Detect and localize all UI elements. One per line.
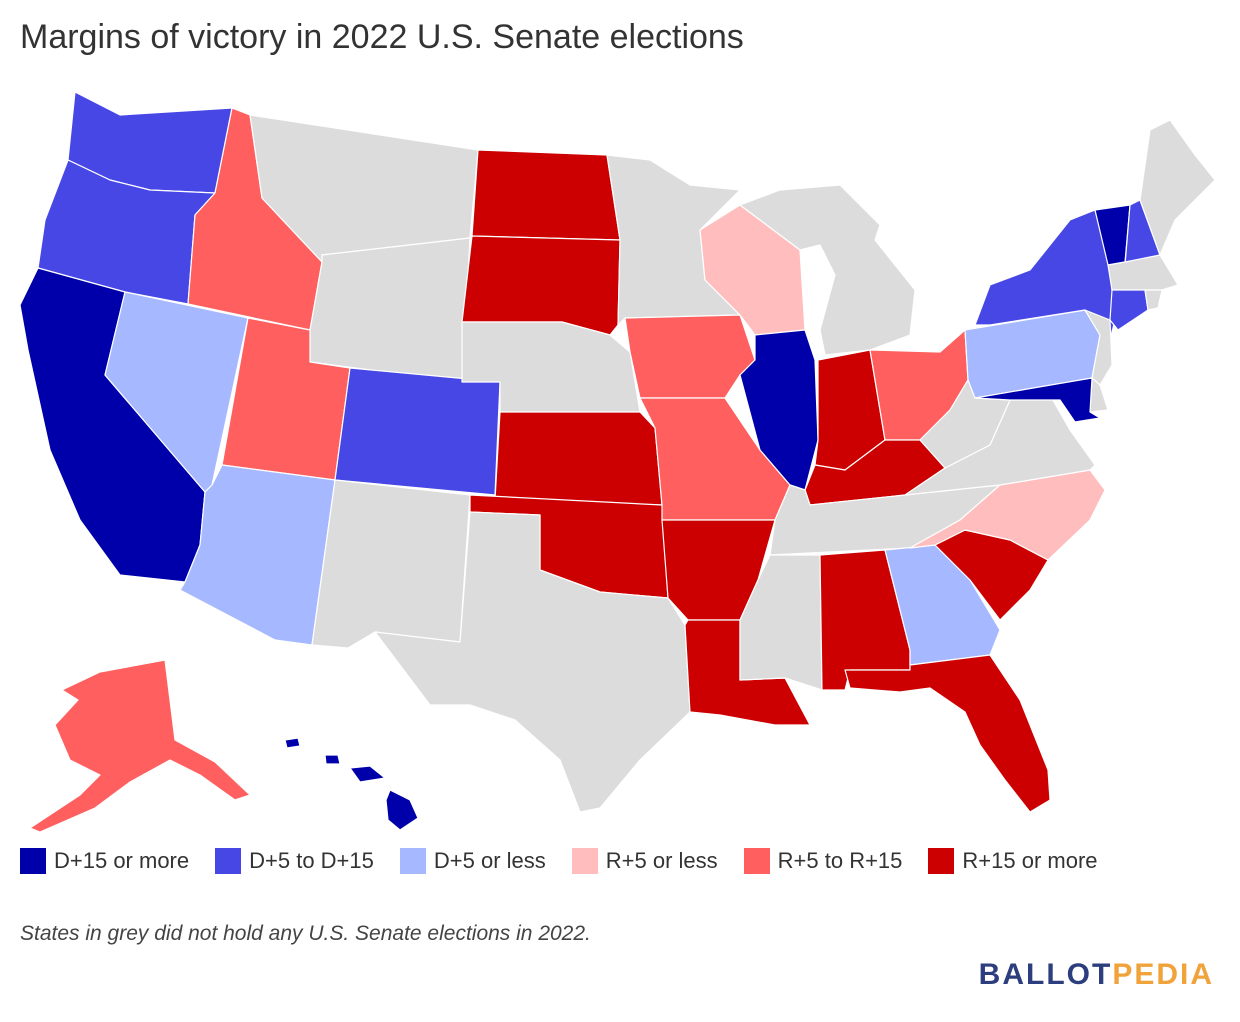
legend-label: R+5 or less <box>605 848 718 873</box>
state-florida <box>844 654 1051 813</box>
legend: D+15 or more D+5 to D+15 D+5 or less R+5… <box>20 848 1124 874</box>
legend-swatch <box>928 848 955 874</box>
legend-swatch <box>743 848 770 874</box>
legend-swatch <box>20 848 46 874</box>
logo-part-1: BALLOT <box>978 958 1113 991</box>
legend-label: R+5 to R+15 <box>777 848 903 873</box>
legend-item-r-high: R+15 or more <box>928 848 1098 874</box>
state-colorado <box>334 367 501 496</box>
state-alaska <box>29 659 251 833</box>
map-title: Margins of victory in 2022 U.S. Senate e… <box>20 18 744 56</box>
legend-swatch <box>571 848 598 874</box>
ballotpedia-logo: BALLOTPEDIA <box>979 958 1214 992</box>
state-connecticut <box>1109 289 1149 331</box>
state-rhode-island <box>1144 289 1163 311</box>
legend-item-r-low: R+5 or less <box>571 848 718 874</box>
legend-item-r-mid: R+5 to R+15 <box>743 848 903 874</box>
state-iowa <box>624 314 756 399</box>
legend-swatch <box>399 848 426 874</box>
state-south-dakota <box>461 235 621 336</box>
state-north-carolina <box>909 469 1106 561</box>
legend-item-d-high: D+15 or more <box>20 848 189 874</box>
state-texas <box>374 511 691 813</box>
legend-label: R+15 or more <box>962 848 1098 873</box>
state-maryland <box>974 377 1101 423</box>
state-new-mexico <box>311 479 471 649</box>
state-michigan <box>739 184 916 356</box>
state-wyoming <box>309 237 471 383</box>
state-maine <box>1139 119 1216 256</box>
us-map <box>19 91 1216 833</box>
logo-part-2: PEDIA <box>1112 958 1214 991</box>
legend-label: D+5 or less <box>433 848 546 873</box>
legend-swatch <box>215 848 242 874</box>
footnote: States in grey did not hold any U.S. Sen… <box>20 922 591 945</box>
state-hawaii <box>284 737 419 831</box>
state-kansas <box>494 411 663 506</box>
legend-label: D+15 or more <box>54 848 190 873</box>
legend-label: D+5 to D+15 <box>249 848 374 873</box>
legend-item-d-mid: D+5 to D+15 <box>215 848 374 874</box>
legend-item-d-low: D+5 or less <box>399 848 546 874</box>
state-north-dakota <box>471 149 621 241</box>
